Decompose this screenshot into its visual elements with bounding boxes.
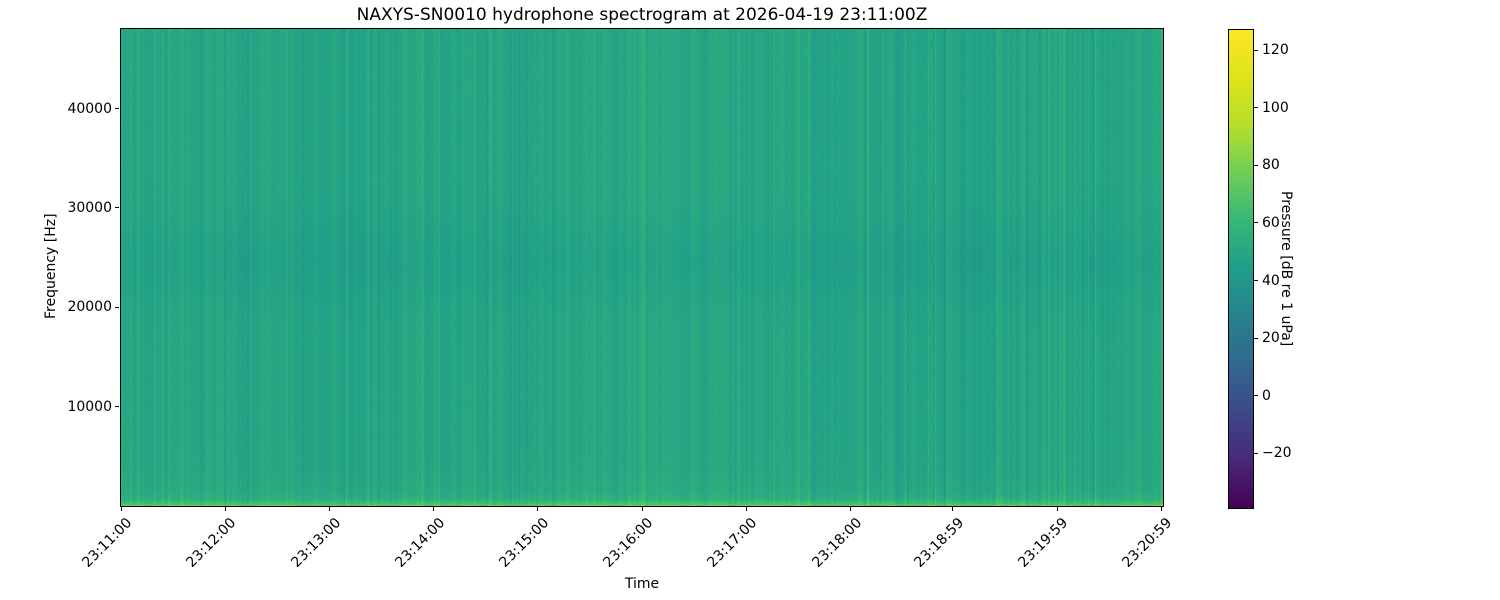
x-tick-label: 23:13:00 [287,515,344,571]
spectrogram-heatmap-canvas [121,29,1163,506]
x-tick-label: 23:14:00 [392,515,448,571]
x-tick-mark [120,507,122,511]
colorbar-tick-label: −20 [1262,445,1292,462]
y-tick-mark [115,306,119,308]
colorbar-tick-mark [1254,49,1258,51]
colorbar-tick-label: 40 [1262,272,1280,289]
x-tick-label: 23:18:59 [911,515,968,571]
x-tick-label: 23:18:00 [808,515,865,571]
y-tick-label: 10000 [67,398,112,415]
y-tick-label: 30000 [67,199,112,216]
y-tick-mark [115,406,119,408]
y-tick-label: 20000 [67,299,112,316]
x-tick-label: 23:12:00 [183,515,240,571]
plot-area [120,28,1164,507]
colorbar-tick-label: 20 [1262,330,1280,347]
x-tick-mark [952,507,954,511]
x-tick-label: 23:11:00 [79,515,136,571]
y-tick-mark [115,207,119,209]
x-tick-mark [328,507,330,511]
x-tick-label: 23:15:00 [496,515,553,571]
y-tick-label: 40000 [67,100,112,117]
colorbar-tick-label: 80 [1262,157,1280,174]
colorbar-tick-mark [1254,452,1258,454]
y-axis-label: Frequency [Hz] [43,213,59,320]
colorbar-tick-mark [1254,222,1258,224]
x-tick-mark [745,507,747,511]
colorbar-tick-mark [1254,164,1258,166]
colorbar [1228,29,1254,509]
x-axis-label: Time [624,576,660,592]
x-tick-mark [849,507,851,511]
x-tick-mark [641,507,643,511]
y-tick-mark [115,108,119,109]
x-tick-mark [537,507,539,511]
colorbar-tick-label: 60 [1262,214,1280,231]
x-tick-mark [433,507,435,511]
x-tick-label: 23:17:00 [704,515,761,571]
colorbar-tick-mark [1254,280,1258,282]
x-tick-mark [224,507,226,511]
x-tick-label: 23:16:00 [600,515,657,571]
colorbar-tick-label: 0 [1262,387,1271,404]
colorbar-tick-mark [1254,337,1258,339]
x-tick-mark [1056,507,1058,511]
chart-title: NAXYS-SN0010 hydrophone spectrogram at 2… [356,5,928,25]
colorbar-tick-mark [1254,107,1258,109]
colorbar-label: Pressure [dB re 1 uPa] [1278,191,1294,347]
colorbar-gradient-canvas [1229,30,1253,508]
x-tick-label: 23:20:59 [1119,515,1176,571]
x-tick-label: 23:19:59 [1015,515,1072,571]
colorbar-tick-mark [1254,395,1258,397]
colorbar-tick-label: 120 [1262,42,1289,59]
colorbar-tick-label: 100 [1262,99,1289,116]
x-tick-mark [1160,507,1162,511]
